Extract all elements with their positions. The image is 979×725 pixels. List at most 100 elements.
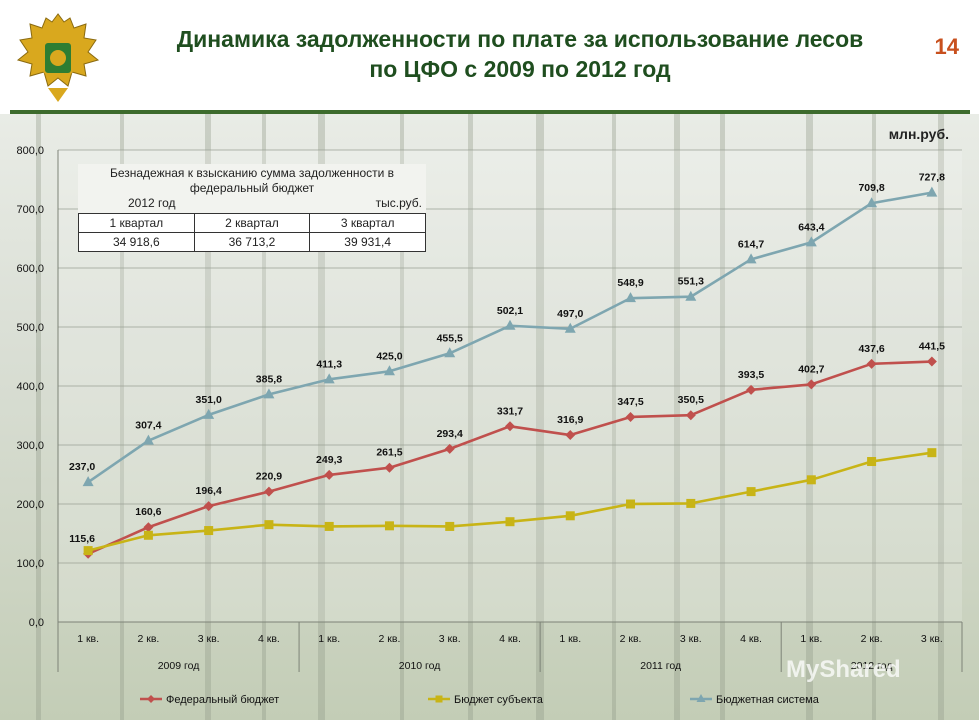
data-point xyxy=(264,520,274,530)
data-point xyxy=(203,501,214,512)
data-point xyxy=(867,457,877,467)
data-point xyxy=(203,408,215,419)
info-table-header-row: 1 квартал 2 квартал 3 квартал xyxy=(78,213,426,233)
data-label: 437,6 xyxy=(858,343,884,355)
data-label: 350,5 xyxy=(678,394,704,406)
data-label: 402,7 xyxy=(798,363,824,375)
data-label: 249,3 xyxy=(316,454,342,466)
data-point xyxy=(444,347,456,358)
data-point xyxy=(142,434,154,445)
x-tick-label: 3 кв. xyxy=(439,633,461,645)
data-point xyxy=(805,236,817,247)
info-table-value-row: 34 918,6 36 713,2 39 931,4 xyxy=(78,232,426,252)
x-tick-label: 4 кв. xyxy=(740,633,762,645)
data-point xyxy=(263,486,274,497)
title-line-2: по ЦФО с 2009 по 2012 год xyxy=(369,56,671,82)
data-point xyxy=(746,384,757,395)
x-tick-label: 2 кв. xyxy=(620,633,642,645)
x-tick-label: 2 кв. xyxy=(379,633,401,645)
x-tick-label: 1 кв. xyxy=(800,633,822,645)
info-value-q1: 34 918,6 xyxy=(78,232,195,252)
data-point xyxy=(564,322,576,333)
data-label: 220,9 xyxy=(256,471,282,483)
data-point xyxy=(565,430,576,441)
data-label: 331,7 xyxy=(497,405,523,417)
data-label: 316,9 xyxy=(557,414,583,426)
x-tick-label: 3 кв. xyxy=(921,633,943,645)
data-point xyxy=(866,358,877,369)
data-point xyxy=(83,546,93,556)
data-point xyxy=(745,253,757,264)
y-tick-label: 100,0 xyxy=(16,558,44,570)
data-point xyxy=(384,462,395,473)
data-label: 727,8 xyxy=(919,172,945,184)
y-tick-label: 0,0 xyxy=(29,617,44,629)
data-label: 551,3 xyxy=(678,276,704,288)
y-tick-label: 600,0 xyxy=(16,263,44,275)
data-label: 614,7 xyxy=(738,238,764,250)
legend-label: Федеральный бюджет xyxy=(166,694,279,706)
data-point xyxy=(505,421,515,432)
data-point xyxy=(143,530,153,540)
x-tick-label: 3 кв. xyxy=(680,633,702,645)
data-point xyxy=(323,373,335,384)
legend-label: Бюджетная система xyxy=(716,694,820,706)
header-divider xyxy=(10,110,970,114)
y-tick-label: 800,0 xyxy=(16,145,44,157)
data-label: 347,5 xyxy=(617,396,643,408)
data-label: 425,0 xyxy=(376,350,402,362)
data-label: 307,4 xyxy=(135,420,161,432)
data-point xyxy=(625,292,637,303)
data-point xyxy=(143,522,154,533)
info-header-q3: 3 квартал xyxy=(309,213,426,233)
info-value-q2: 36 713,2 xyxy=(193,232,311,252)
data-point xyxy=(82,476,94,487)
year-group-label: 2010 год xyxy=(399,660,441,672)
info-table: 1 квартал 2 квартал 3 квартал 34 918,6 3… xyxy=(78,213,426,252)
y-tick-label: 300,0 xyxy=(16,440,44,452)
x-tick-label: 3 кв. xyxy=(198,633,220,645)
info-caption: Безнадежная к взысканию сумма задолженно… xyxy=(109,166,395,195)
legend-marker xyxy=(435,695,443,703)
data-point xyxy=(926,356,937,367)
data-label: 497,0 xyxy=(557,308,583,320)
info-header-q1: 1 квартал xyxy=(78,213,195,233)
data-point xyxy=(926,186,938,197)
year-group-label: 2011 год xyxy=(640,660,681,672)
data-point xyxy=(444,443,455,454)
data-point xyxy=(445,521,455,531)
data-point xyxy=(263,388,275,399)
info-subheader: 2012 год тыс.руб. xyxy=(78,196,426,213)
legend-marker xyxy=(147,695,155,703)
data-point xyxy=(504,319,516,330)
title-line-1: Динамика задолженности по плате за испол… xyxy=(176,26,864,52)
data-label: 709,8 xyxy=(858,182,884,194)
data-label: 502,1 xyxy=(497,305,523,317)
data-point xyxy=(866,197,878,208)
info-year: 2012 год xyxy=(128,196,176,210)
data-point xyxy=(383,365,395,376)
x-tick-label: 2 кв. xyxy=(137,633,159,645)
data-label: 385,8 xyxy=(256,373,282,385)
data-label: 115,6 xyxy=(69,533,95,545)
data-label: 196,4 xyxy=(196,485,222,497)
coat-of-arms-icon xyxy=(16,13,100,102)
year-group-label: 2009 год xyxy=(158,660,200,672)
data-label: 160,6 xyxy=(135,506,161,518)
data-label: 261,5 xyxy=(376,447,402,459)
x-tick-label: 4 кв. xyxy=(258,633,280,645)
info-box: Безнадежная к взысканию сумма задолженно… xyxy=(78,164,426,252)
legend-label: Бюджет субъекта xyxy=(454,694,544,706)
watermark: MyShared xyxy=(786,656,901,683)
data-label: 455,5 xyxy=(437,332,463,344)
info-header-q2: 2 квартал xyxy=(193,213,311,233)
data-label: 293,4 xyxy=(437,428,463,440)
data-point xyxy=(505,517,515,527)
units-label: млн.руб. xyxy=(888,126,949,142)
page-number: 14 xyxy=(934,34,959,59)
page-title: Динамика задолженности по плате за испол… xyxy=(120,24,920,84)
x-tick-label: 4 кв. xyxy=(499,633,521,645)
data-point xyxy=(565,511,575,521)
x-tick-label: 1 кв. xyxy=(318,633,340,645)
y-tick-label: 700,0 xyxy=(16,204,44,216)
